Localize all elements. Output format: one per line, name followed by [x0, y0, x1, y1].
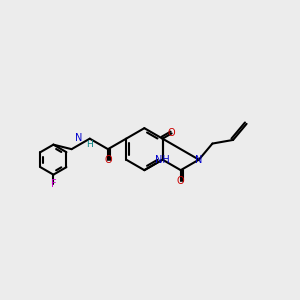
Text: O: O [177, 176, 184, 186]
Text: O: O [104, 155, 112, 165]
Text: F: F [51, 179, 56, 189]
Text: N: N [75, 133, 82, 143]
Text: H: H [86, 140, 93, 149]
Text: NH: NH [155, 155, 170, 165]
Text: O: O [168, 128, 176, 138]
Text: N: N [195, 155, 203, 165]
